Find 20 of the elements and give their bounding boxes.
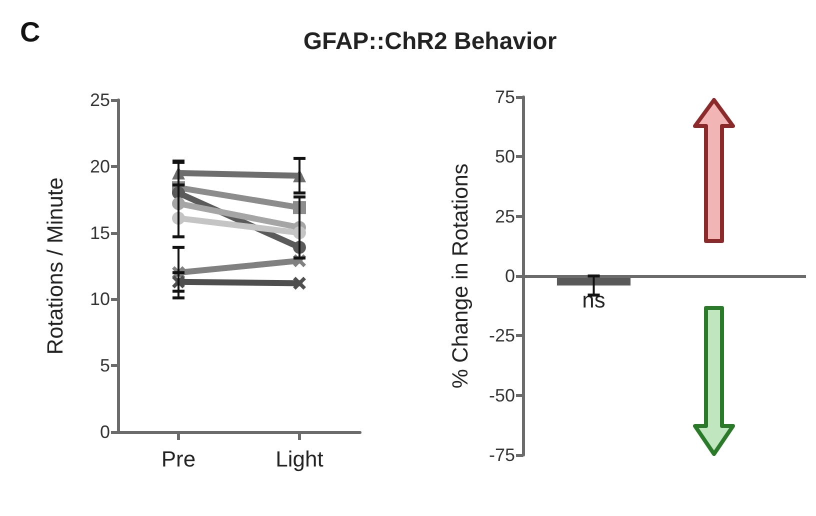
y-tick-label: -25 — [488, 326, 515, 346]
text: C — [20, 16, 40, 48]
annotation: ns — [582, 287, 606, 312]
y-tick-label: 10 — [90, 289, 110, 310]
y-tick-label: 15 — [90, 222, 110, 243]
y-tick-label: 0 — [504, 266, 515, 286]
x-tick-label: Light — [276, 446, 324, 472]
x-tick-label: Pre — [161, 446, 196, 472]
y-tick-label: 50 — [494, 146, 515, 167]
y-tick-label: 5 — [100, 356, 110, 376]
y-tick-label: -50 — [488, 385, 515, 406]
y-tick-label: 20 — [90, 156, 110, 176]
y-axis-title: % Change in Rotations — [448, 163, 472, 389]
y-tick-label: 75 — [494, 87, 515, 107]
y-axis-title: Rotations / Minute — [42, 177, 68, 355]
y-tick-label: 0 — [100, 422, 110, 442]
y-tick-label: 25 — [494, 206, 515, 226]
y-tick-label: 25 — [90, 90, 110, 110]
y-tick-label: -75 — [488, 445, 515, 465]
text: GFAP::ChR2 Behavior — [302, 28, 558, 56]
